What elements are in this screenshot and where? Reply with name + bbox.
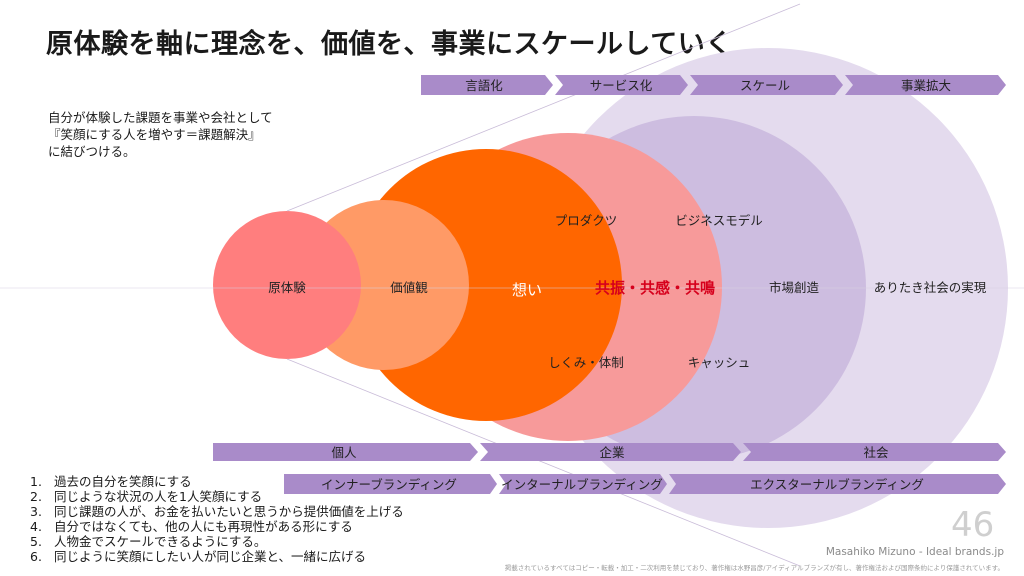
arrow-label: 事業拡大 (901, 78, 951, 93)
label-cash: キャッシュ (688, 355, 751, 370)
arrow-label: 企業 (599, 445, 625, 460)
arrow-label: サービス化 (590, 78, 653, 93)
list-item: 6. 同じように笑顔にしたい人が同じ企業と、一緒に広げる (30, 549, 404, 564)
list-number: 4. (30, 519, 42, 534)
arrow-step (421, 75, 553, 95)
circle-origin (213, 211, 361, 359)
intro-line: 自分が体験した課題を事業や会社として (48, 110, 273, 125)
list-item: 4. 自分ではなくても、他の人にも再現性がある形にする (30, 519, 404, 534)
arrow-step (555, 75, 688, 95)
arrow-label: 社会 (863, 445, 889, 460)
arrow-step (669, 474, 1006, 494)
arrow-step (480, 443, 741, 461)
arrow-label: エクスターナルブランディング (750, 477, 924, 492)
arrow-label: 言語化 (465, 78, 503, 93)
arrow-step (499, 474, 667, 494)
list-number: 6. (30, 549, 42, 564)
label-business-model: ビジネスモデル (675, 213, 763, 228)
label-thought: 想い (512, 281, 542, 299)
list-number: 2. (30, 489, 42, 504)
page-title: 原体験を軸に理念を、価値を、事業にスケールしていく (46, 29, 733, 60)
list-text: 同じような状況の人を1人笑顔にする (54, 489, 263, 504)
arrow-step (213, 443, 478, 461)
bottom-arrow-row-2: インナーブランディング インターナルブランディング エクスターナルブランディング (284, 474, 1006, 494)
guide-line (286, 3, 801, 212)
list-text: 人物金でスケールできるようにする。 (54, 534, 267, 549)
list-text: 過去の自分を笑顔にする (54, 474, 192, 489)
list-item: 2. 同じような状況の人を1人笑顔にする (30, 489, 404, 504)
label-system: しくみ・体制 (548, 355, 624, 370)
list-number: 5. (30, 534, 42, 549)
page-number: 46 (951, 505, 995, 545)
list-item: 5. 人物金でスケールできるようにする。 (30, 534, 404, 549)
label-product: プロダクツ (555, 213, 618, 228)
list-number: 3. (30, 504, 42, 519)
arrow-step (845, 75, 1006, 95)
credit: Masahiko Mizuno - Ideal brands.jp (825, 546, 1004, 558)
intro-text: 自分が体験した課題を事業や会社として 『笑顔にする人を増やす＝課題解決』 に結び… (48, 109, 273, 160)
label-society: ありたき社会の実現 (874, 280, 987, 295)
list-item: 3. 同じ課題の人が、お金を払いたいと思うから提供価値を上げる (30, 504, 404, 519)
list-item: 1. 過去の自分を笑顔にする (30, 474, 404, 489)
list-number: 1. (30, 474, 42, 489)
arrow-label: インターナルブランディング (501, 477, 663, 492)
list-text: 同じ課題の人が、お金を払いたいと思うから提供価値を上げる (54, 504, 404, 519)
label-origin: 原体験 (268, 280, 306, 295)
label-market: 市場創造 (769, 280, 820, 295)
copyright-notice: 掲載されているすべてはコピー・転載・加工・二次利用を禁じており、著作権は水野昌彦… (504, 564, 1004, 572)
intro-line: 『笑顔にする人を増やす＝課題解決』 (48, 127, 261, 142)
bottom-arrow-row-1: 個人 企業 社会 (213, 443, 1006, 461)
list-text: 同じように笑顔にしたい人が同じ企業と、一緒に広げる (54, 549, 367, 564)
steps-list: 1. 過去の自分を笑顔にする 2. 同じような状況の人を1人笑顔にする 3. 同じ課題… (30, 474, 404, 564)
top-arrow-row: 言語化 サービス化 スケール 事業拡大 (421, 75, 1006, 95)
arrow-step (743, 443, 1006, 461)
arrow-step (284, 474, 497, 494)
arrow-label: 個人 (331, 445, 357, 460)
label-values: 価値観 (390, 280, 428, 295)
intro-line: に結びつける。 (48, 144, 136, 159)
guide-line (286, 358, 801, 567)
arrow-step (690, 75, 843, 95)
list-text: 自分ではなくても、他の人にも再現性がある形にする (54, 519, 353, 534)
arrow-label: インナーブランディング (321, 477, 457, 492)
label-resonance: 共振・共感・共鳴 (595, 279, 715, 297)
arrow-label: スケール (740, 78, 790, 93)
